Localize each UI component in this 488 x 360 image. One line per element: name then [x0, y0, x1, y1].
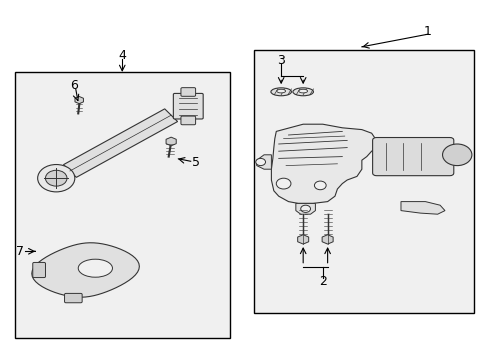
Circle shape	[276, 178, 290, 189]
Text: 6: 6	[70, 79, 78, 92]
FancyBboxPatch shape	[173, 94, 203, 119]
Bar	[254, 50, 473, 313]
Polygon shape	[166, 137, 176, 146]
Polygon shape	[63, 109, 177, 177]
Polygon shape	[295, 203, 315, 214]
Ellipse shape	[276, 89, 285, 93]
Circle shape	[314, 181, 325, 190]
Text: 4: 4	[118, 49, 126, 62]
Ellipse shape	[292, 88, 313, 96]
Ellipse shape	[270, 88, 291, 96]
Polygon shape	[297, 235, 308, 244]
Polygon shape	[256, 155, 271, 169]
FancyBboxPatch shape	[181, 88, 195, 96]
Polygon shape	[75, 96, 83, 104]
Ellipse shape	[78, 259, 112, 277]
Text: 7: 7	[16, 245, 23, 258]
Polygon shape	[322, 235, 332, 244]
Circle shape	[255, 158, 265, 166]
Polygon shape	[400, 202, 444, 214]
FancyBboxPatch shape	[64, 293, 82, 303]
Text: 3: 3	[277, 54, 285, 67]
Circle shape	[300, 205, 310, 212]
Bar	[15, 72, 229, 338]
FancyBboxPatch shape	[33, 262, 45, 278]
Circle shape	[45, 170, 67, 186]
Text: 2: 2	[318, 275, 326, 288]
FancyBboxPatch shape	[181, 116, 195, 125]
Text: 5: 5	[191, 156, 199, 169]
Polygon shape	[32, 243, 139, 297]
Ellipse shape	[298, 89, 307, 93]
Circle shape	[442, 144, 471, 166]
Polygon shape	[271, 124, 376, 203]
Circle shape	[38, 165, 75, 192]
FancyBboxPatch shape	[372, 138, 453, 176]
Text: 1: 1	[423, 25, 431, 38]
